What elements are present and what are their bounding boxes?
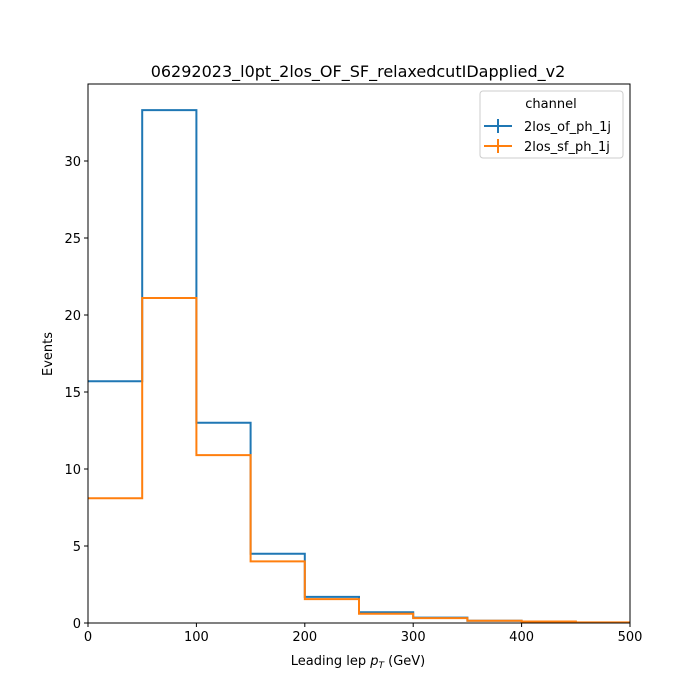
plot-area (88, 109, 630, 624)
x-axis-label-p: p (369, 654, 378, 669)
x-axis-label-unit: (GeV) (384, 654, 425, 669)
x-axis-label: Leading lep pT (GeV) (291, 654, 425, 671)
y-tick-label: 0 (73, 617, 81, 632)
x-tick-label: 0 (84, 630, 92, 645)
y-axis: 0 5 10 15 20 25 30 (64, 155, 88, 632)
x-tick-label: 200 (292, 630, 317, 645)
legend-label: 2los_sf_ph_1j (524, 140, 610, 155)
y-axis-label: Events (41, 332, 56, 376)
x-tick-label: 100 (184, 630, 209, 645)
plot-frame (87, 83, 631, 624)
series-line-2los_sf_ph_1j (88, 297, 630, 624)
x-axis-label-main: Leading lep (291, 654, 370, 669)
x-tick-label: 400 (509, 630, 534, 645)
legend-box (479, 90, 624, 159)
y-tick-label: 5 (73, 540, 81, 555)
series-line-2los_of_ph_1j (88, 109, 630, 624)
chart-title: 06292023_l0pt_2los_OF_SF_relaxedcutIDapp… (151, 62, 566, 82)
y-tick-label: 25 (64, 232, 81, 247)
y-tick-label: 30 (64, 155, 81, 170)
legend: channel 2los_of_ph_1j 2los_sf_ph_1j (479, 90, 624, 159)
y-tick-label: 20 (64, 309, 81, 324)
x-axis: 0 100 200 300 400 500 (84, 623, 643, 645)
x-tick-label: 300 (401, 630, 426, 645)
x-axis-label-sub: T (378, 661, 385, 671)
legend-title: channel (525, 97, 576, 112)
y-tick-label: 15 (64, 386, 81, 401)
legend-label: 2los_of_ph_1j (524, 120, 611, 135)
y-tick-label: 10 (64, 463, 81, 478)
x-tick-label: 500 (618, 630, 643, 645)
